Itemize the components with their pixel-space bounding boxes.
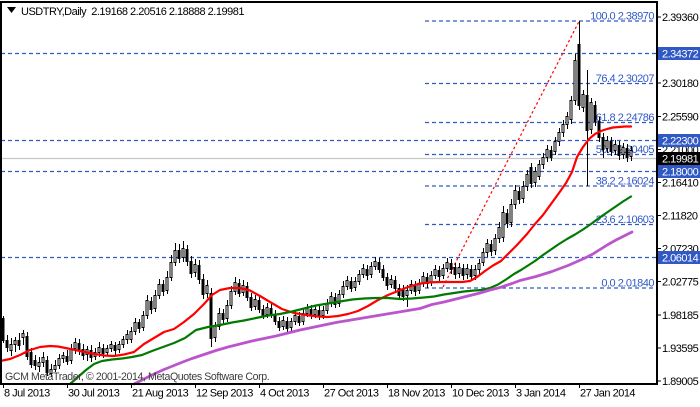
- svg-text:2.34372: 2.34372: [662, 49, 699, 61]
- svg-text:1.98185: 1.98185: [662, 310, 699, 322]
- svg-text:23.6 2.10603: 23.6 2.10603: [596, 214, 655, 226]
- svg-text:GCM MetaTrader, © 2001-2014, M: GCM MetaTrader, © 2001-2014, MetaQuotes …: [5, 371, 269, 383]
- svg-text:2.06014: 2.06014: [662, 253, 699, 265]
- svg-text:21 Aug 2013: 21 Aug 2013: [132, 388, 189, 400]
- svg-text:3 Jan 2014: 3 Jan 2014: [516, 388, 566, 400]
- svg-text:USDTRY,Daily 2.19168 2.20516: USDTRY,Daily 2.19168 2.20516 2.18888 2.1…: [21, 6, 244, 18]
- svg-text:1.93595: 1.93595: [662, 343, 699, 355]
- svg-text:38.2 2.16024: 38.2 2.16024: [596, 176, 655, 188]
- svg-text:2.39360: 2.39360: [662, 12, 699, 24]
- svg-text:1.89005: 1.89005: [662, 376, 699, 388]
- svg-text:30 Jul 2013: 30 Jul 2013: [68, 388, 120, 400]
- svg-text:2.25590: 2.25590: [662, 111, 699, 123]
- svg-text:61.8 2.24786: 61.8 2.24786: [596, 112, 655, 124]
- svg-text:2.02775: 2.02775: [662, 277, 699, 289]
- svg-text:2.30180: 2.30180: [662, 78, 699, 90]
- svg-text:2.18000: 2.18000: [662, 167, 699, 179]
- svg-text:18 Nov 2013: 18 Nov 2013: [388, 388, 445, 400]
- svg-text:2.11820: 2.11820: [662, 211, 698, 223]
- svg-text:100.0 2.38970: 100.0 2.38970: [590, 11, 654, 23]
- svg-text:4 Oct 2013: 4 Oct 2013: [260, 388, 309, 400]
- svg-text:2.16410: 2.16410: [662, 177, 699, 189]
- svg-text:8 Jul 2013: 8 Jul 2013: [4, 388, 50, 400]
- svg-text:12 Sep 2013: 12 Sep 2013: [196, 388, 253, 400]
- svg-text:2.19981: 2.19981: [662, 154, 699, 166]
- svg-text:76.4 2.30207: 76.4 2.30207: [596, 73, 655, 85]
- svg-text:27 Oct 2013: 27 Oct 2013: [324, 388, 379, 400]
- svg-text:10 Dec 2013: 10 Dec 2013: [452, 388, 509, 400]
- svg-text:27 Jan 2014: 27 Jan 2014: [580, 388, 635, 400]
- svg-text:2.22300: 2.22300: [662, 136, 699, 148]
- svg-text:0.0 2.01840: 0.0 2.01840: [601, 278, 654, 290]
- svg-text:50.0 2.20405: 50.0 2.20405: [596, 144, 655, 156]
